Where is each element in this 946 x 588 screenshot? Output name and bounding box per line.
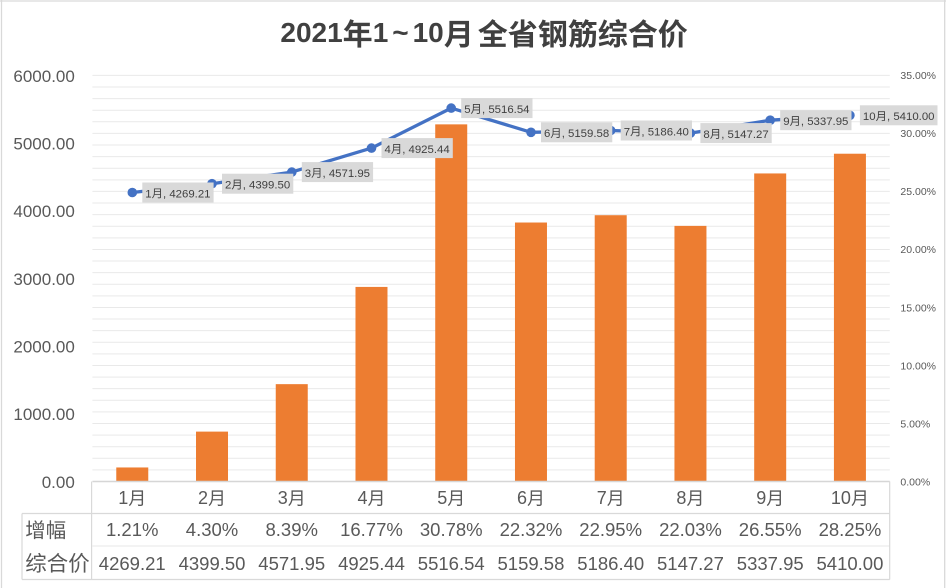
svg-text:5: 5 <box>437 488 447 508</box>
svg-text:16.77%: 16.77% <box>340 519 403 540</box>
svg-text:5.00%: 5.00% <box>900 418 930 430</box>
svg-text:10: 10 <box>831 488 851 508</box>
svg-text:10: 10 <box>413 17 444 48</box>
svg-text:6: 6 <box>517 488 527 508</box>
svg-text:1: 1 <box>118 488 128 508</box>
svg-text:, 5516.54: , 5516.54 <box>482 104 530 116</box>
svg-text:4: 4 <box>385 144 391 156</box>
svg-text:4571.95: 4571.95 <box>258 553 325 574</box>
svg-text:6: 6 <box>544 128 550 140</box>
svg-text:8: 8 <box>676 488 686 508</box>
svg-text:9: 9 <box>783 116 789 128</box>
svg-text:1: 1 <box>145 188 151 200</box>
svg-text:1000.00: 1000.00 <box>13 405 74 424</box>
svg-text:7: 7 <box>597 488 607 508</box>
svg-text:3: 3 <box>278 488 288 508</box>
svg-text:5410.00: 5410.00 <box>817 553 884 574</box>
svg-text:4: 4 <box>358 488 368 508</box>
svg-text:0.00%: 0.00% <box>900 476 930 488</box>
svg-text:, 4571.95: , 4571.95 <box>323 168 371 180</box>
svg-text:~: ~ <box>392 17 408 48</box>
svg-text:30.00%: 30.00% <box>900 128 936 140</box>
svg-text:, 5337.95: , 5337.95 <box>801 116 849 128</box>
svg-text:, 5186.40: , 5186.40 <box>641 126 689 138</box>
svg-text:1: 1 <box>373 17 389 48</box>
svg-text:35.00%: 35.00% <box>900 70 936 82</box>
svg-text:4399.50: 4399.50 <box>179 553 246 574</box>
svg-text:8.39%: 8.39% <box>266 519 318 540</box>
svg-text:26.55%: 26.55% <box>739 519 802 540</box>
svg-text:22.32%: 22.32% <box>500 519 563 540</box>
svg-text:, 5147.27: , 5147.27 <box>721 129 769 141</box>
svg-text:2000.00: 2000.00 <box>13 338 74 357</box>
svg-text:, 5410.00: , 5410.00 <box>887 111 935 123</box>
svg-text:1.21%: 1.21% <box>106 519 158 540</box>
svg-text:0.00: 0.00 <box>42 473 75 492</box>
svg-text:30.78%: 30.78% <box>420 519 483 540</box>
svg-text:, 4269.21: , 4269.21 <box>163 188 211 200</box>
svg-text:25.00%: 25.00% <box>900 186 936 198</box>
svg-text:, 5159.58: , 5159.58 <box>562 128 610 140</box>
svg-text:8: 8 <box>703 129 709 141</box>
svg-text:5337.95: 5337.95 <box>737 553 804 574</box>
svg-text:, 4399.50: , 4399.50 <box>243 180 291 192</box>
svg-text:6000.00: 6000.00 <box>13 67 74 86</box>
svg-text:2021: 2021 <box>280 17 342 48</box>
svg-text:5: 5 <box>464 104 470 116</box>
svg-text:, 4925.44: , 4925.44 <box>402 144 450 156</box>
svg-text:3: 3 <box>305 168 311 180</box>
svg-text:5000.00: 5000.00 <box>13 135 74 154</box>
svg-text:28.25%: 28.25% <box>819 519 882 540</box>
svg-text:10.00%: 10.00% <box>900 360 936 372</box>
svg-text:3000.00: 3000.00 <box>13 270 74 289</box>
svg-text:5516.54: 5516.54 <box>418 553 485 574</box>
svg-text:7: 7 <box>624 126 630 138</box>
svg-text:2: 2 <box>198 488 208 508</box>
svg-text:15.00%: 15.00% <box>900 302 936 314</box>
svg-text:4925.44: 4925.44 <box>338 553 405 574</box>
svg-text:20.00%: 20.00% <box>900 244 936 256</box>
svg-text:10: 10 <box>863 111 876 123</box>
svg-text:4.30%: 4.30% <box>186 519 238 540</box>
svg-text:22.95%: 22.95% <box>579 519 642 540</box>
svg-text:5159.58: 5159.58 <box>498 553 565 574</box>
svg-text:22.03%: 22.03% <box>659 519 722 540</box>
svg-text:4269.21: 4269.21 <box>99 553 166 574</box>
svg-text:2: 2 <box>225 180 231 192</box>
svg-text:5147.27: 5147.27 <box>657 553 724 574</box>
svg-text:4000.00: 4000.00 <box>13 202 74 221</box>
svg-text:5186.40: 5186.40 <box>577 553 644 574</box>
svg-text:9: 9 <box>756 488 766 508</box>
